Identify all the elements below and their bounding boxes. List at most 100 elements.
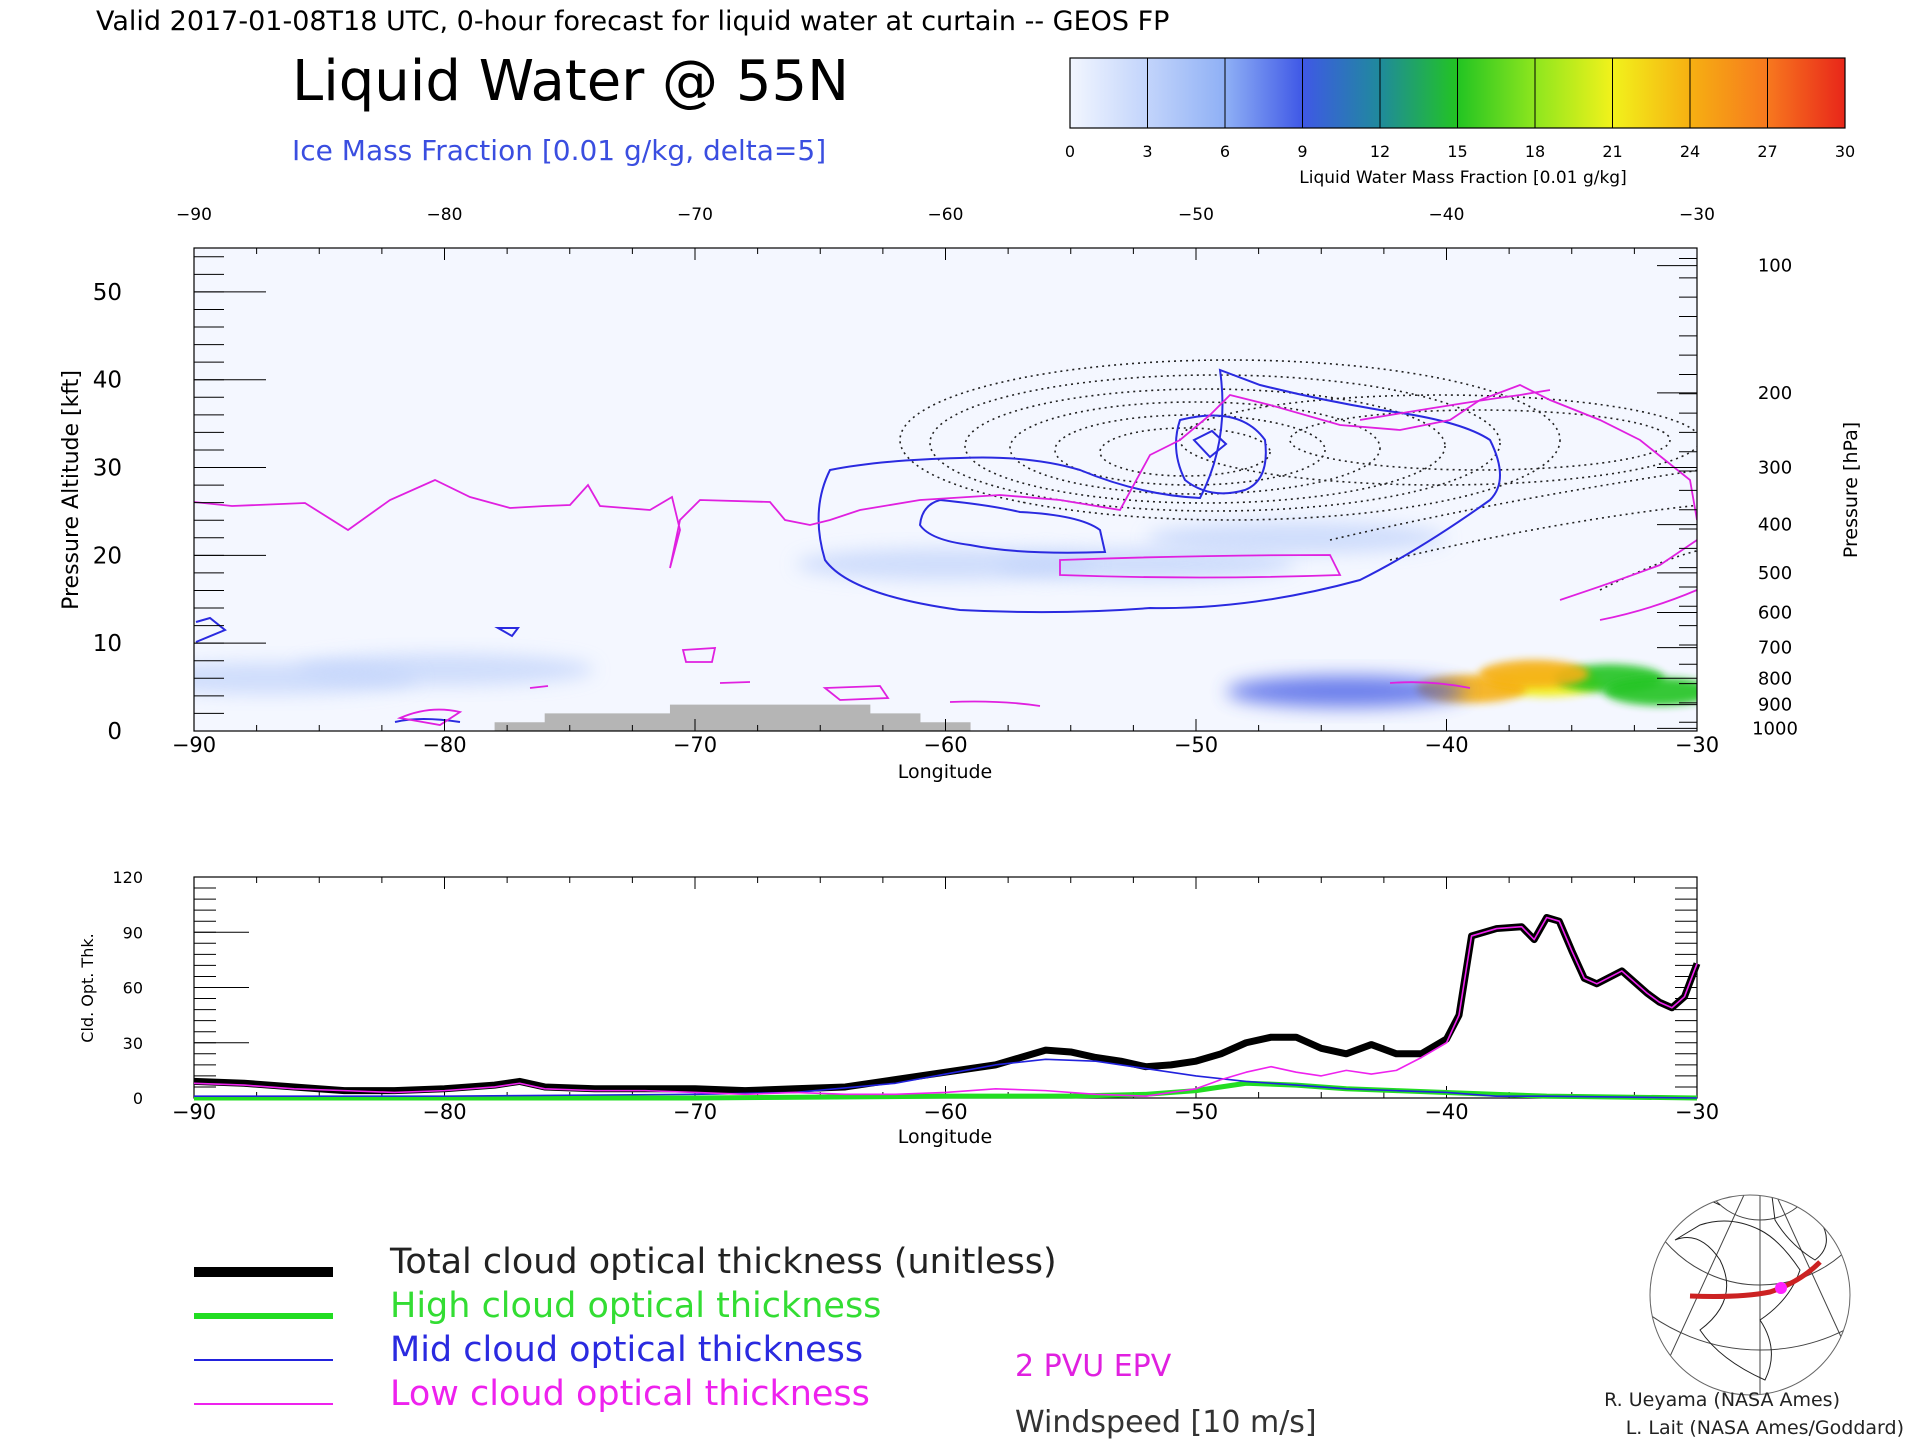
main-x-tick-label: −40 [1424, 733, 1468, 757]
colorbar-tick-label: 21 [1602, 142, 1622, 161]
main-x-tick-label: −90 [172, 733, 216, 757]
lower-x-tick-label: −30 [1675, 1100, 1719, 1124]
colorbar-tick-label: 15 [1447, 142, 1467, 161]
pressure-tick-label: 1000 [1752, 718, 1798, 739]
ice-contour [817, 368, 1501, 614]
wind-contour [929, 374, 1501, 512]
lower-y-tick-label: 60 [123, 979, 143, 998]
liquid-water-blob [1479, 659, 1590, 688]
lower-x-tick-label: −50 [1174, 1100, 1218, 1124]
legend-wind-label: Windspeed [10 m/s] [1015, 1405, 1317, 1440]
liquid-water-blob [795, 548, 1096, 581]
pressure-tick-label: 200 [1758, 383, 1792, 404]
colorbar-tick-label: 3 [1142, 142, 1152, 161]
epv-contour [396, 708, 463, 726]
lower-x-tick-label: −60 [923, 1100, 967, 1124]
main-y-tick-label: 10 [93, 631, 122, 657]
legend-epv-label: 2 PVU EPV [1015, 1349, 1172, 1384]
epv-contour [681, 647, 717, 663]
main-y-tick-label: 20 [93, 543, 122, 569]
ice-contour [1175, 414, 1267, 495]
lower-y-tick-label: 90 [123, 923, 143, 942]
liquid-water-blob [1146, 521, 1447, 554]
legend-label-high: High cloud optical thickness [390, 1286, 881, 1326]
series-line-high [194, 1080, 1698, 1101]
epv-contour [949, 700, 1041, 707]
epv-contour [529, 685, 549, 689]
lower-x-tick-label: −90 [172, 1100, 216, 1124]
main-y-tick-label: 30 [93, 456, 122, 482]
main-top-tick-label: −90 [176, 205, 212, 225]
pressure-tick-label: 400 [1758, 515, 1792, 536]
map-coastline [1674, 1220, 1801, 1381]
legend-label-low: Low cloud optical thickness [390, 1374, 870, 1414]
main-y-tick-label: 0 [107, 719, 122, 745]
wind-contour [899, 359, 1561, 521]
curtain-plot: −90 −90 −80 −80 −70 −70 −60 −60 −50 −50 −40 −40 −30 −… [93, 205, 1798, 757]
colorbar-tick-label: 24 [1680, 142, 1700, 161]
map-meridian [1759, 1195, 1850, 1395]
colorbar-tick-label: 18 [1525, 142, 1545, 161]
pressure-tick-label: 900 [1758, 695, 1792, 716]
colorbar-tick-label: 6 [1220, 142, 1230, 161]
page-title: Liquid Water @ 55N [292, 49, 849, 114]
colorbar-tick-label: 9 [1297, 142, 1307, 161]
main-ylabel-right: Pressure [hPa] [1840, 422, 1862, 558]
main-y-tick-label: 50 [93, 280, 122, 306]
credit-line-1: R. Ueyama (NASA Ames) [1604, 1389, 1840, 1411]
valid-line: Valid 2017-01-08T18 UTC, 0-hour forecast… [96, 6, 1169, 37]
colorbar-tick-label: 0 [1065, 142, 1075, 161]
optical-thickness-lines [193, 914, 1701, 1101]
wind-contour [1389, 504, 1697, 561]
plot-background [194, 248, 1697, 731]
liquid-water-blob [1604, 677, 1697, 706]
main-x-tick-label: −50 [1174, 733, 1218, 757]
main-ylabel-left: Pressure Altitude [kft] [59, 370, 84, 610]
lower-x-tick-label: −70 [673, 1100, 717, 1124]
ice-contours [195, 368, 1501, 723]
colorbar-tick-label: 12 [1370, 142, 1390, 161]
legend-label-mid: Mid cloud optical thickness [390, 1330, 863, 1370]
pressure-tick-label: 500 [1758, 563, 1792, 584]
main-top-tick-label: −50 [1178, 205, 1214, 225]
lower-xlabel: Longitude [898, 1126, 993, 1148]
colorbar-tick-label: 30 [1835, 142, 1855, 161]
ice-contour [494, 627, 520, 638]
wind-contour [1599, 549, 1697, 591]
epv-contour [1599, 589, 1697, 621]
map-curtain-path [1689, 1260, 1822, 1299]
map-border [1649, 1194, 1851, 1396]
ice-contour [1192, 429, 1228, 459]
epv-contour [194, 384, 1697, 569]
wind-contour [1054, 414, 1326, 486]
main-top-tick-label: −30 [1679, 205, 1715, 225]
colorbar-label: Liquid Water Mass Fraction [0.01 g/kg] [1299, 168, 1626, 188]
ice-contour [918, 498, 1107, 554]
epv-contour [822, 685, 890, 701]
map-location-marker [1775, 1282, 1787, 1294]
main-top-tick-label: −60 [928, 205, 964, 225]
wind-contour [964, 388, 1446, 504]
pressure-tick-label: 800 [1758, 668, 1792, 689]
main-x-tick-label: −80 [422, 733, 466, 757]
wind-contour [1289, 409, 1671, 471]
colorbar: 0 3 6 9 12 15 18 21 24 27 30 [1065, 57, 1855, 161]
main-xlabel: Longitude [898, 761, 993, 783]
main-top-tick-label: −70 [677, 205, 713, 225]
main-x-tick-label: −60 [923, 733, 967, 757]
lower-x-tick-label: −40 [1424, 1100, 1468, 1124]
colorbar-tick-label: 27 [1757, 142, 1777, 161]
lower-plot-frame [193, 876, 1698, 1099]
lower-x-tick-label: −80 [422, 1100, 466, 1124]
epv-contour [1059, 554, 1342, 579]
main-x-tick-label: −30 [1675, 733, 1719, 757]
legend: Total cloud optical thickness (unitless)… [194, 1242, 1317, 1440]
main-top-tick-label: −80 [427, 205, 463, 225]
main-top-tick-label: −40 [1429, 205, 1465, 225]
pressure-tick-label: 100 [1758, 256, 1792, 277]
series-line-low [193, 916, 1698, 1097]
liquid-water-blob [194, 662, 420, 695]
lower-y-tick-label: 120 [112, 868, 143, 887]
liquid-water-blob [1226, 675, 1467, 708]
